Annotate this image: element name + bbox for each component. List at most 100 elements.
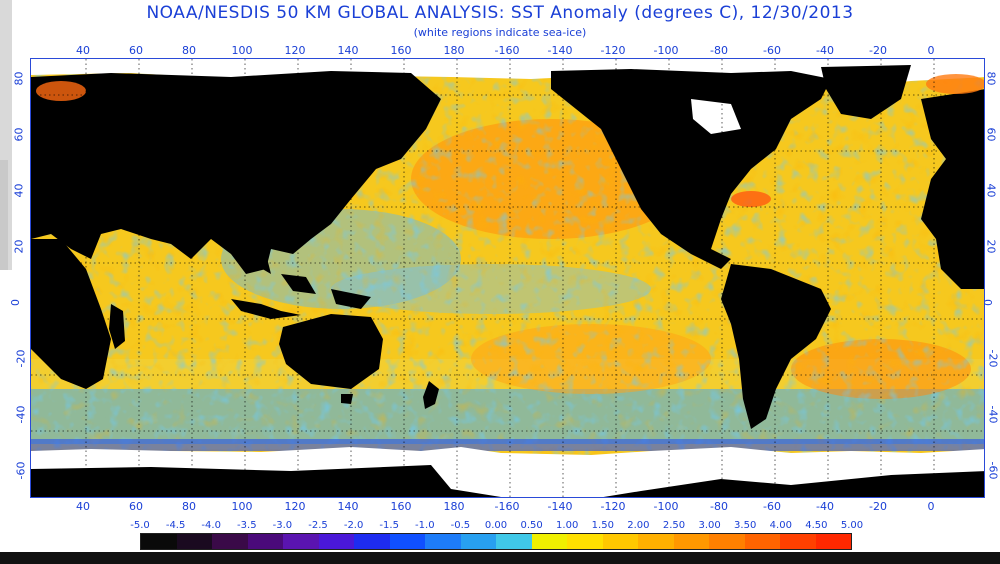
legend-tick-label: -4.0 — [201, 520, 221, 531]
bottom-system-bar — [0, 552, 1000, 564]
greenland-landmass — [821, 65, 911, 119]
legend-color-cell — [212, 534, 248, 549]
legend-tick-label: -1.5 — [379, 520, 399, 531]
legend-color-cell — [638, 534, 674, 549]
top-longitude-label: -160 — [494, 44, 520, 57]
australia-landmass — [279, 314, 383, 389]
japan-islands — [346, 159, 363, 189]
new-zealand-islands — [423, 381, 439, 409]
right-latitude-label: -40 — [986, 405, 1000, 424]
bottom-longitude-label: 80 — [182, 500, 196, 513]
color-scale-legend — [140, 533, 852, 550]
right-latitude-label: -20 — [986, 349, 1000, 368]
top-longitude-label: 120 — [284, 44, 306, 57]
legend-color-cell — [141, 534, 177, 549]
top-longitude-label: 80 — [182, 44, 196, 57]
bottom-longitude-label: 40 — [76, 500, 90, 513]
legend-color-cell — [780, 534, 816, 549]
legend-color-cell — [283, 534, 319, 549]
top-longitude-label: 100 — [231, 44, 253, 57]
north-america-landmass — [551, 69, 831, 269]
legend-tick-label: 4.00 — [769, 520, 792, 531]
south-america-landmass — [721, 264, 831, 429]
bottom-longitude-label: 180 — [443, 500, 465, 513]
bottom-longitude-label: -100 — [653, 500, 679, 513]
bottom-longitude-label: 140 — [337, 500, 359, 513]
top-longitude-label: 160 — [390, 44, 412, 57]
top-longitude-label: 180 — [443, 44, 465, 57]
top-longitude-label: -40 — [816, 44, 834, 57]
window-edge-strip-inner — [0, 160, 8, 270]
legend-tick-label: 2.50 — [662, 520, 686, 531]
map-graticule — [31, 59, 984, 497]
legend-labels: -5.0 -4.5 -4.0 -3.5 -3.0 -2.5 -2.0 -1.5 -1.0 -0.5… — [130, 520, 863, 534]
legend-tick-label: 2.00 — [627, 520, 650, 531]
right-latitude-label: 20 — [984, 239, 998, 254]
legend-color-cell — [567, 534, 603, 549]
legend-color-cell — [673, 534, 709, 549]
right-latitude-label: 60 — [984, 127, 998, 142]
legend-color-cell — [247, 534, 283, 549]
legend-tick-label: 1.00 — [556, 520, 579, 531]
legend-tick-label: -2.5 — [308, 520, 328, 531]
legend-tick-label: -3.5 — [237, 520, 257, 531]
legend-tick-label: -2.0 — [343, 520, 364, 531]
bottom-longitude-label: 120 — [284, 500, 306, 513]
left-latitude-label: 0 — [9, 299, 22, 306]
legend-color-cell — [176, 534, 212, 549]
top-longitude-label: 40 — [76, 44, 90, 57]
right-latitude-label: 80 — [984, 71, 998, 86]
legend-color-cell — [389, 534, 425, 549]
bottom-longitude-label: 0 — [927, 500, 935, 513]
legend-tick-label: 0.50 — [520, 520, 543, 531]
bottom-longitude-label: -160 — [494, 500, 520, 513]
tasmania-island — [341, 394, 353, 404]
legend-color-cell — [815, 534, 851, 549]
africa-landmass — [31, 239, 111, 389]
legend-tick-label: 4.50 — [805, 520, 828, 531]
bottom-longitude-label: -120 — [600, 500, 626, 513]
top-longitude-label: 60 — [129, 44, 143, 57]
top-longitude-label: -20 — [869, 44, 887, 57]
eurasia-landmass — [31, 71, 441, 274]
legend-tick-label: 1.50 — [591, 520, 614, 531]
west-africa-europe-landmass — [921, 89, 984, 289]
legend-color-cell — [496, 534, 532, 549]
legend-tick-label: -1.0 — [415, 520, 435, 531]
indonesia-islands — [231, 299, 301, 319]
arctic-warm-patch — [36, 81, 86, 101]
bottom-longitude-label: -140 — [547, 500, 573, 513]
bottom-longitude-label: -60 — [763, 500, 781, 513]
left-latitude-label: 40 — [12, 183, 26, 198]
bottom-longitude-label: 160 — [390, 500, 412, 513]
bottom-longitude-label: -20 — [869, 500, 887, 513]
legend-tick-label: -3.0 — [272, 520, 293, 531]
legend-color-cell — [354, 534, 390, 549]
top-longitude-label: -100 — [653, 44, 679, 57]
legend-color-cell — [460, 534, 496, 549]
left-latitude-label: 20 — [12, 239, 26, 254]
bottom-longitude-label: 60 — [129, 500, 143, 513]
legend-color-cell — [531, 534, 567, 549]
bottom-longitude-label: 100 — [231, 500, 253, 513]
right-latitude-label: 40 — [984, 183, 998, 198]
legend-tick-label: 3.50 — [734, 520, 757, 531]
legend-tick-label: -0.5 — [450, 520, 471, 531]
legend-tick-label: 0.00 — [484, 520, 508, 531]
top-longitude-label: -120 — [600, 44, 626, 57]
top-longitude-label: 0 — [927, 44, 935, 57]
new-guinea-island — [331, 289, 371, 309]
hudson-bay-ice — [691, 99, 741, 134]
left-latitude-label: -40 — [14, 405, 28, 424]
philippines-islands — [256, 249, 271, 274]
top-longitude-label: 140 — [337, 44, 359, 57]
sst-anomaly-map — [30, 58, 985, 498]
legend-color-cell — [602, 534, 638, 549]
top-longitude-label: -80 — [710, 44, 728, 57]
left-latitude-label: 60 — [12, 127, 26, 142]
left-latitude-label: -20 — [14, 349, 28, 368]
left-latitude-label: -60 — [14, 461, 28, 480]
antarctica-landmass — [31, 465, 984, 497]
legend-tick-label: -5.0 — [130, 520, 150, 531]
madagascar-landmass — [109, 304, 125, 349]
